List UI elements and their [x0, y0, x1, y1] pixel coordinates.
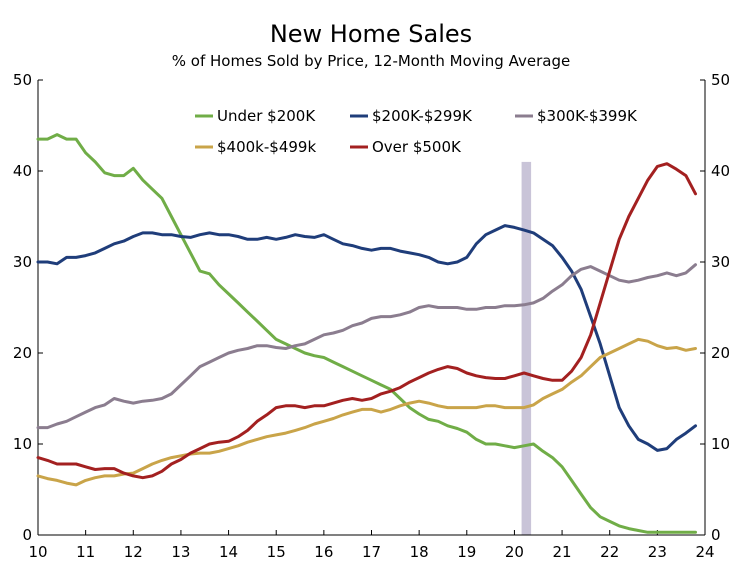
- legend-label: $200K-$299K: [372, 107, 473, 125]
- x-tick-label: 11: [76, 543, 95, 561]
- x-tick-label: 22: [600, 543, 619, 561]
- y-tick-label-right: 0: [711, 526, 721, 544]
- series-line-4: [36, 162, 697, 480]
- y-tick-label-left: 10: [13, 435, 32, 453]
- x-tick-label: 18: [410, 543, 429, 561]
- x-tick-label: 24: [695, 543, 714, 561]
- x-tick-label: 23: [648, 543, 667, 561]
- legend-label: Under $200K: [217, 107, 316, 125]
- chart-title: New Home Sales: [270, 20, 472, 48]
- series-line-0: [36, 133, 697, 534]
- y-tick-label-right: 10: [711, 435, 730, 453]
- x-tick-label: 10: [28, 543, 47, 561]
- y-tick-label-right: 50: [711, 71, 730, 89]
- x-tick-label: 17: [362, 543, 381, 561]
- x-tick-label: 21: [553, 543, 572, 561]
- x-tick-label: 14: [219, 543, 238, 561]
- series-line-2: [36, 263, 697, 430]
- legend-label: $300K-$399K: [537, 107, 638, 125]
- recession-band-layer: [521, 161, 532, 535]
- chart-subtitle: % of Homes Sold by Price, 12-Month Movin…: [172, 52, 570, 70]
- x-tick-label: 20: [505, 543, 524, 561]
- series-line-3: [36, 337, 697, 487]
- series-layer: [36, 133, 697, 534]
- x-tick-label: 12: [124, 543, 143, 561]
- y-tick-label-left: 0: [22, 526, 32, 544]
- y-tick-label-right: 30: [711, 253, 730, 271]
- legend: Under $200K $200K-$299K $300K-$399K $400k-$…: [195, 107, 638, 156]
- x-tick-label: 15: [267, 543, 286, 561]
- x-tick-label: 19: [457, 543, 476, 561]
- legend-label: Over $500K: [372, 138, 462, 156]
- y-tick-label-right: 20: [711, 344, 730, 362]
- y-tick-label-left: 40: [13, 162, 32, 180]
- y-tick-label-left: 30: [13, 253, 32, 271]
- legend-label: $400k-$499k: [217, 138, 316, 156]
- y-tick-label-left: 50: [13, 71, 32, 89]
- x-tick-label: 13: [171, 543, 190, 561]
- x-tick-label: 16: [314, 543, 333, 561]
- y-tick-label-right: 40: [711, 162, 730, 180]
- series-line-1: [36, 224, 697, 452]
- y-tick-label-left: 20: [13, 344, 32, 362]
- recession-band: [521, 161, 532, 535]
